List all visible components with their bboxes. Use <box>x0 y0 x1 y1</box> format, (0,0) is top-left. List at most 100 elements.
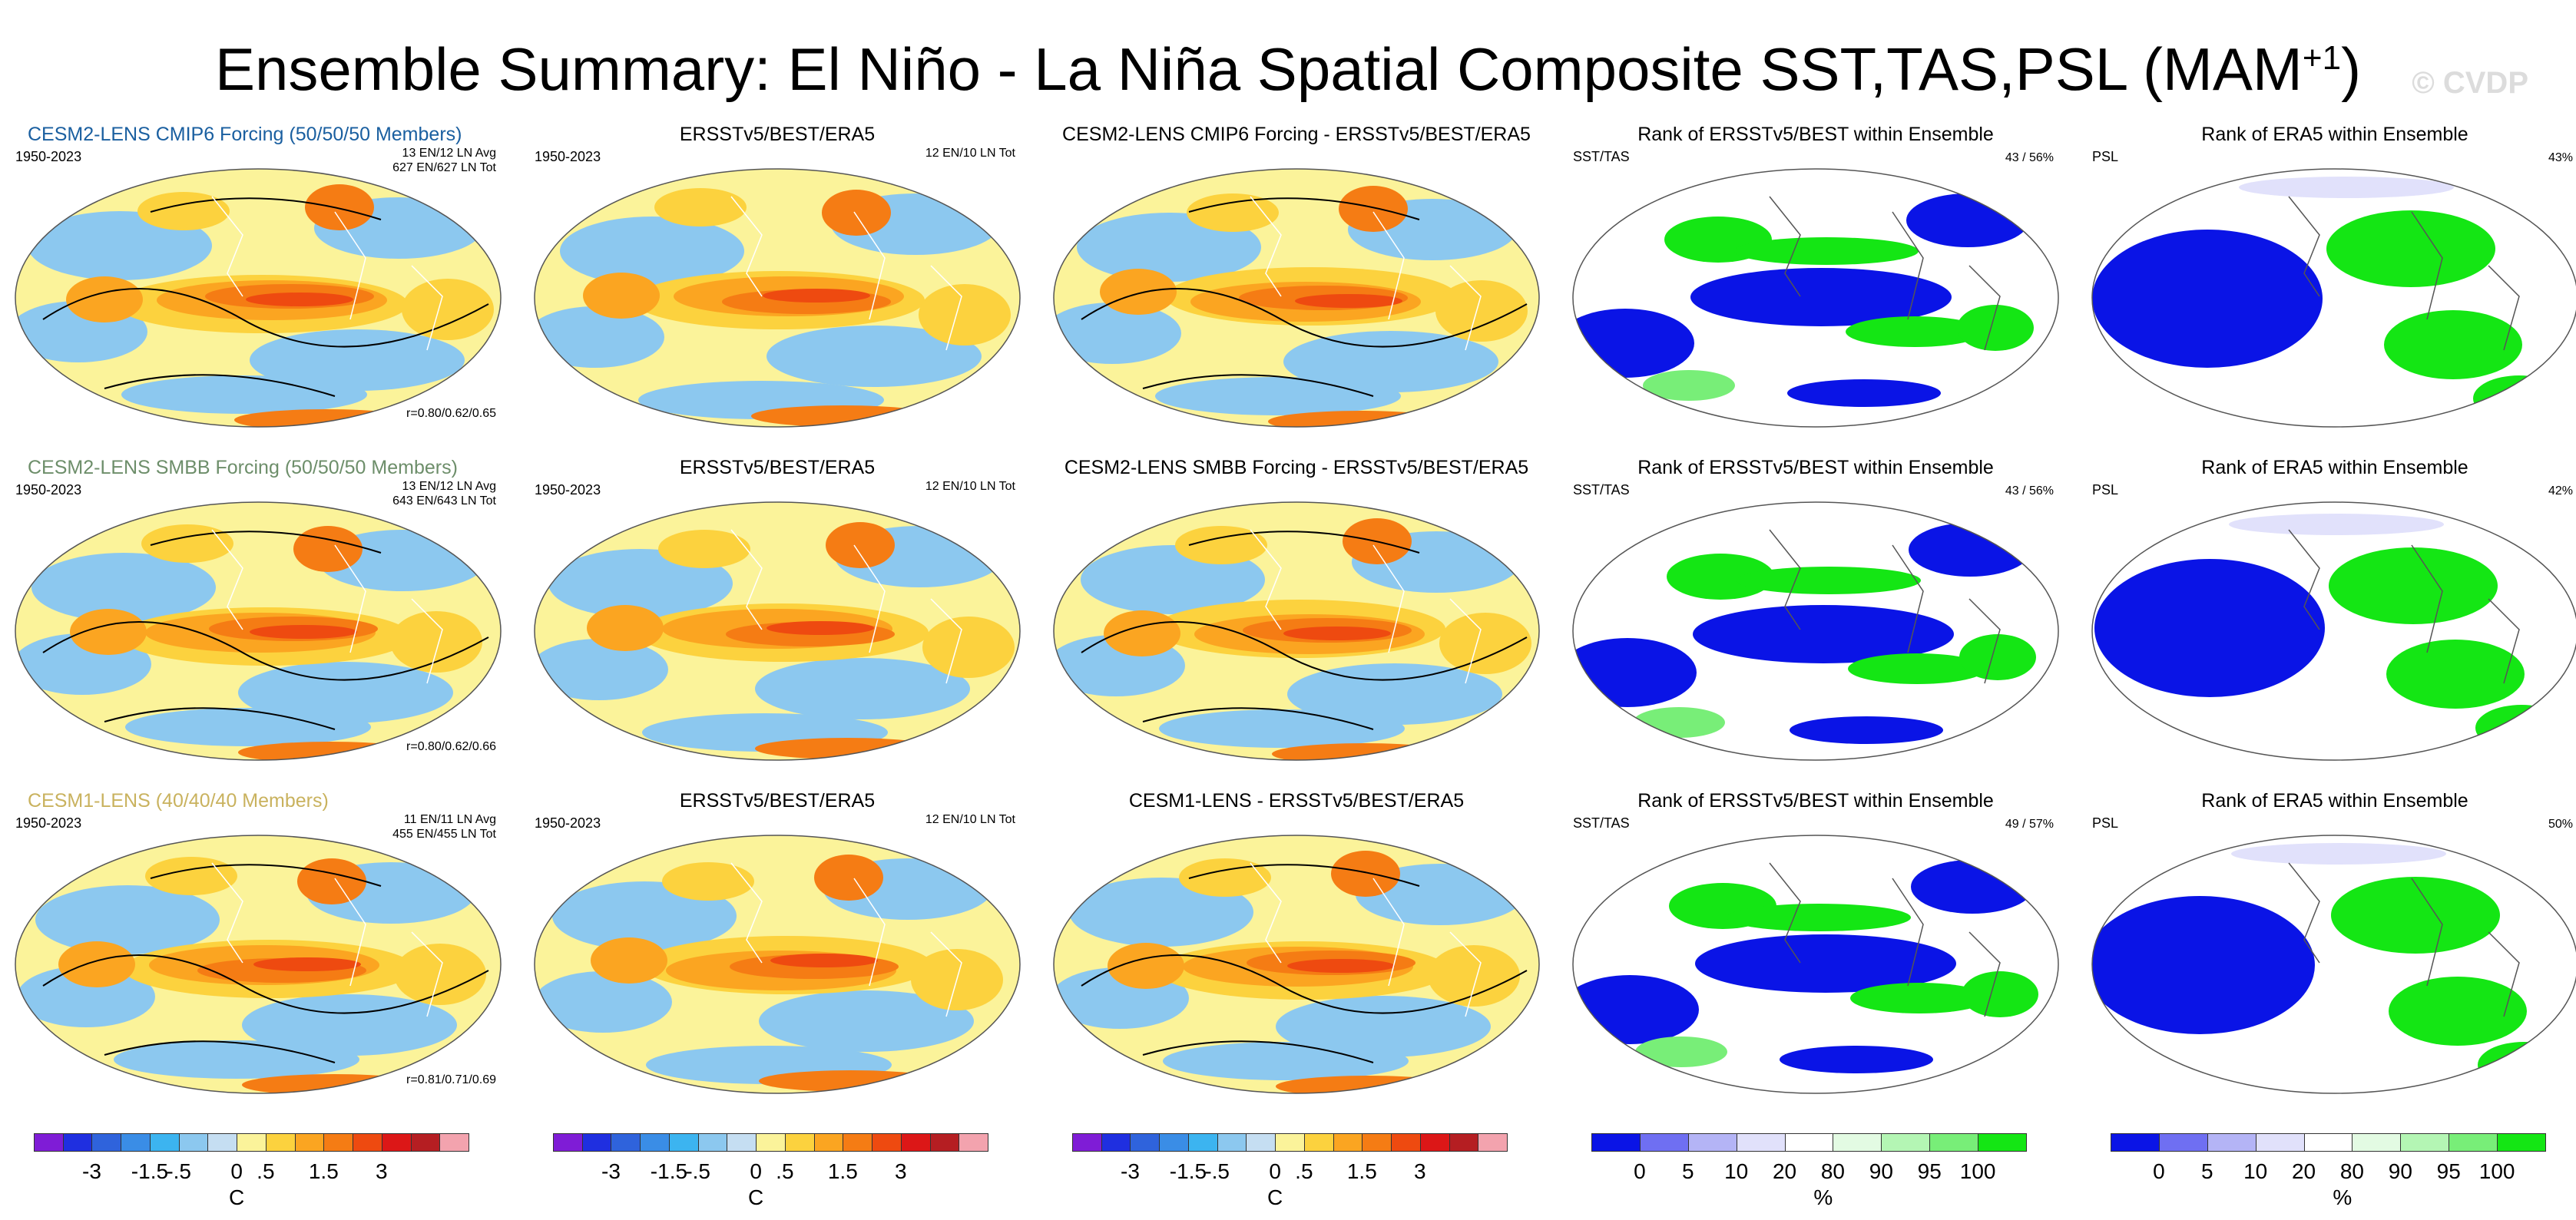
panel-obs-row2: ERSSTv5/BEST/ERA5 1950-2023 12 EN/10 LN To… <box>524 456 1031 774</box>
colorbar-swatch <box>727 1133 757 1152</box>
panel-title: CESM2-LENS CMIP6 Forcing - ERSSTv5/BEST/… <box>1062 124 1531 145</box>
colorbar-unit: C <box>229 1185 245 1209</box>
variable-label: SST/TAS <box>1573 482 1630 498</box>
colorbar-swatch <box>1736 1133 1786 1152</box>
colorbar-label: -.5 <box>166 1159 191 1183</box>
colorbar-label: 1.5 <box>827 1159 858 1183</box>
colorbar-swatch <box>611 1133 641 1152</box>
colorbar-label: .5 <box>257 1159 275 1183</box>
colorbar-swatch <box>2303 1133 2353 1152</box>
variable-label: SST/TAS <box>1573 149 1630 164</box>
composite-map <box>1053 501 1540 761</box>
colorbar-swatch <box>1639 1133 1689 1152</box>
colorbar-swatch <box>2449 1133 2498 1152</box>
rank-percent: 42% <box>2548 484 2573 498</box>
colorbar-swatch <box>959 1133 988 1152</box>
panel-obs-row3: ERSSTv5/BEST/ERA5 1950-2023 12 EN/10 LN To… <box>524 789 1031 1107</box>
colorbar-swatch <box>1478 1133 1508 1152</box>
colorbar-swatch <box>929 1133 960 1152</box>
panel-title: Rank of ERA5 within Ensemble <box>2201 124 2468 145</box>
colorbar-swatch <box>813 1133 844 1152</box>
colorbar-swatch <box>2207 1133 2256 1152</box>
colorbar-swatch <box>121 1133 151 1152</box>
event-count-line: 12 EN/10 LN Tot <box>925 480 1015 493</box>
colorbar-label: 20 <box>1772 1159 1797 1183</box>
colorbar-swatch <box>1303 1133 1334 1152</box>
colorbar-label: 100 <box>2478 1159 2515 1183</box>
colorbar-label: 80 <box>1820 1159 1846 1183</box>
colorbar-swatch <box>843 1133 873 1152</box>
colorbar-label: .5 <box>776 1159 794 1183</box>
panel-obs-row1: ERSSTv5/BEST/ERA5 1950-2023 12 EN/10 LN To… <box>524 123 1031 441</box>
panel-rank2-row2: Rank of ERA5 within Ensemble PSL 42% <box>2081 456 2576 774</box>
rank-percent: 50% <box>2548 818 2573 831</box>
rank-map <box>2091 168 2576 428</box>
event-count-line: 13 EN/12 LN Avg <box>402 147 496 160</box>
variable-label: PSL <box>2092 149 2119 164</box>
colorbar-swatch <box>1881 1133 1931 1152</box>
composite-map <box>534 168 1021 428</box>
period-label: 1950-2023 <box>15 482 82 498</box>
colorbar-swatch <box>1833 1133 1882 1152</box>
pattern-correlation: r=0.80/0.62/0.66 <box>406 740 496 753</box>
figure-title: Ensemble Summary: El Niño - La Niña Spat… <box>214 35 2362 103</box>
panel-title: Rank of ERA5 within Ensemble <box>2201 790 2468 812</box>
colorbar-label: 20 <box>2291 1159 2316 1183</box>
colorbar-label: -3 <box>601 1159 621 1183</box>
colorbar-label: 5 <box>2200 1159 2213 1183</box>
event-count: 12 EN/10 LN Tot <box>925 146 1015 160</box>
colorbar-swatch <box>872 1133 902 1152</box>
panel-model-row2: CESM2-LENS SMBB Forcing (50/50/50 Member… <box>5 456 512 774</box>
colorbar-swatch <box>553 1133 583 1152</box>
panel-title: Rank of ERA5 within Ensemble <box>2201 457 2468 478</box>
colorbar-label: 95 <box>2436 1159 2461 1183</box>
panel-rank1-row1: Rank of ERSSTv5/BEST within Ensemble SST/… <box>1562 123 2069 441</box>
panel-title: Rank of ERSSTv5/BEST within Ensemble <box>1637 124 1994 145</box>
panel-model-row1: CESM2-LENS CMIP6 Forcing (50/50/50 Membe… <box>5 123 512 441</box>
colorbar-label: 1.5 <box>308 1159 339 1183</box>
colorbar-swatch <box>265 1133 296 1152</box>
colorbar-swatch <box>2352 1133 2402 1152</box>
colorbar-swatch <box>2400 1133 2450 1152</box>
colorbar-swatch <box>1419 1133 1450 1152</box>
colorbar-unit: C <box>1267 1185 1283 1209</box>
panel-rank2-row3: Rank of ERA5 within Ensemble PSL 50% <box>2081 789 2576 1107</box>
panel-rank2-row1: Rank of ERA5 within Ensemble PSL 43% <box>2081 123 2576 441</box>
panel-rank1-row2: Rank of ERSSTv5/BEST within Ensemble SST/… <box>1562 456 2069 774</box>
colorbar-label: -1.5 <box>1169 1159 1207 1183</box>
colorbar-swatch <box>1159 1133 1189 1152</box>
panel-title: Rank of ERSSTv5/BEST within Ensemble <box>1637 457 1994 478</box>
colorbar-label: 3 <box>376 1159 388 1183</box>
colorbar-swatch <box>1687 1133 1737 1152</box>
panel-title: CESM2-LENS SMBB Forcing - ERSSTv5/BEST/E… <box>1064 457 1529 478</box>
rank-percent: 49 / 57% <box>2005 818 2054 831</box>
panel-title: CESM2-LENS SMBB Forcing (50/50/50 Member… <box>28 457 458 478</box>
composite-map <box>15 835 502 1094</box>
colorbar-label: 80 <box>2339 1159 2365 1183</box>
colorbar-label: 0 <box>1634 1159 1646 1183</box>
colorbar-swatch <box>410 1133 441 1152</box>
period-label: 1950-2023 <box>15 149 82 164</box>
period-label: 1950-2023 <box>535 815 601 831</box>
event-count-line: 13 EN/12 LN Avg <box>402 480 496 493</box>
colorbar-label: 90 <box>2388 1159 2412 1183</box>
rank-map <box>1572 835 2059 1094</box>
composite-map <box>1053 168 1540 428</box>
colorbar-label: 0 <box>230 1159 243 1183</box>
colorbar-swatch <box>1217 1133 1247 1152</box>
variable-label: SST/TAS <box>1573 815 1630 831</box>
rank-percent: 43 / 56% <box>2005 151 2054 164</box>
event-count-line: 455 EN/455 LN Tot <box>392 828 496 841</box>
colorbar-unit: % <box>2333 1185 2353 1209</box>
rank-map <box>1572 168 2059 428</box>
colorbar-swatch <box>178 1133 209 1152</box>
rank-percent: 43% <box>2548 151 2573 164</box>
colorbar-swatch <box>323 1133 354 1152</box>
event-count-line: 643 EN/643 LN Tot <box>392 494 496 508</box>
panel-title: CESM1-LENS - ERSSTv5/BEST/ERA5 <box>1128 790 1465 812</box>
colorbar-swatch <box>34 1133 64 1152</box>
rank-map <box>2091 835 2576 1094</box>
colorbar-label: -3 <box>1121 1159 1140 1183</box>
colorbar-swatch <box>1978 1133 2027 1152</box>
colorbar-swatch <box>668 1133 699 1152</box>
